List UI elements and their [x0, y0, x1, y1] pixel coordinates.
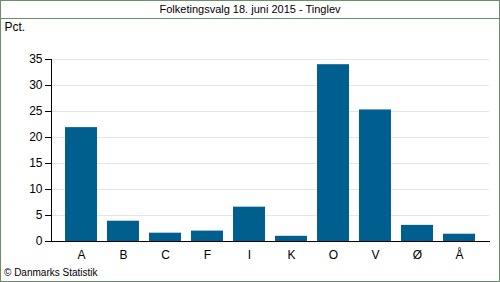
svg-text:10: 10: [29, 182, 43, 196]
svg-text:O: O: [329, 248, 338, 262]
svg-text:K: K: [287, 248, 295, 262]
svg-text:30: 30: [29, 78, 43, 92]
html-text:Folketingsvalg 18. juni 2015 -: Folketingsvalg 18. juni 2015 - Tinglev: [159, 3, 341, 15]
svg-text:F: F: [204, 248, 211, 262]
html-text:© Danmarks Statistik: © Danmarks Statistik: [4, 267, 98, 278]
svg-text:C: C: [161, 248, 170, 262]
svg-text:25: 25: [29, 104, 43, 118]
svg-text:0: 0: [36, 234, 43, 248]
svg-text:Å: Å: [455, 247, 463, 262]
svg-text:5: 5: [36, 208, 43, 222]
svg-text:20: 20: [29, 130, 43, 144]
svg-text:Pct.: Pct.: [5, 20, 26, 34]
svg-text:V: V: [371, 248, 379, 262]
svg-text:B: B: [119, 248, 127, 262]
svg-text:35: 35: [29, 52, 43, 66]
svg-text:Ø: Ø: [413, 248, 422, 262]
svg-text:15: 15: [29, 156, 43, 170]
svg-text:A: A: [77, 248, 85, 262]
svg-text:I: I: [248, 248, 251, 262]
